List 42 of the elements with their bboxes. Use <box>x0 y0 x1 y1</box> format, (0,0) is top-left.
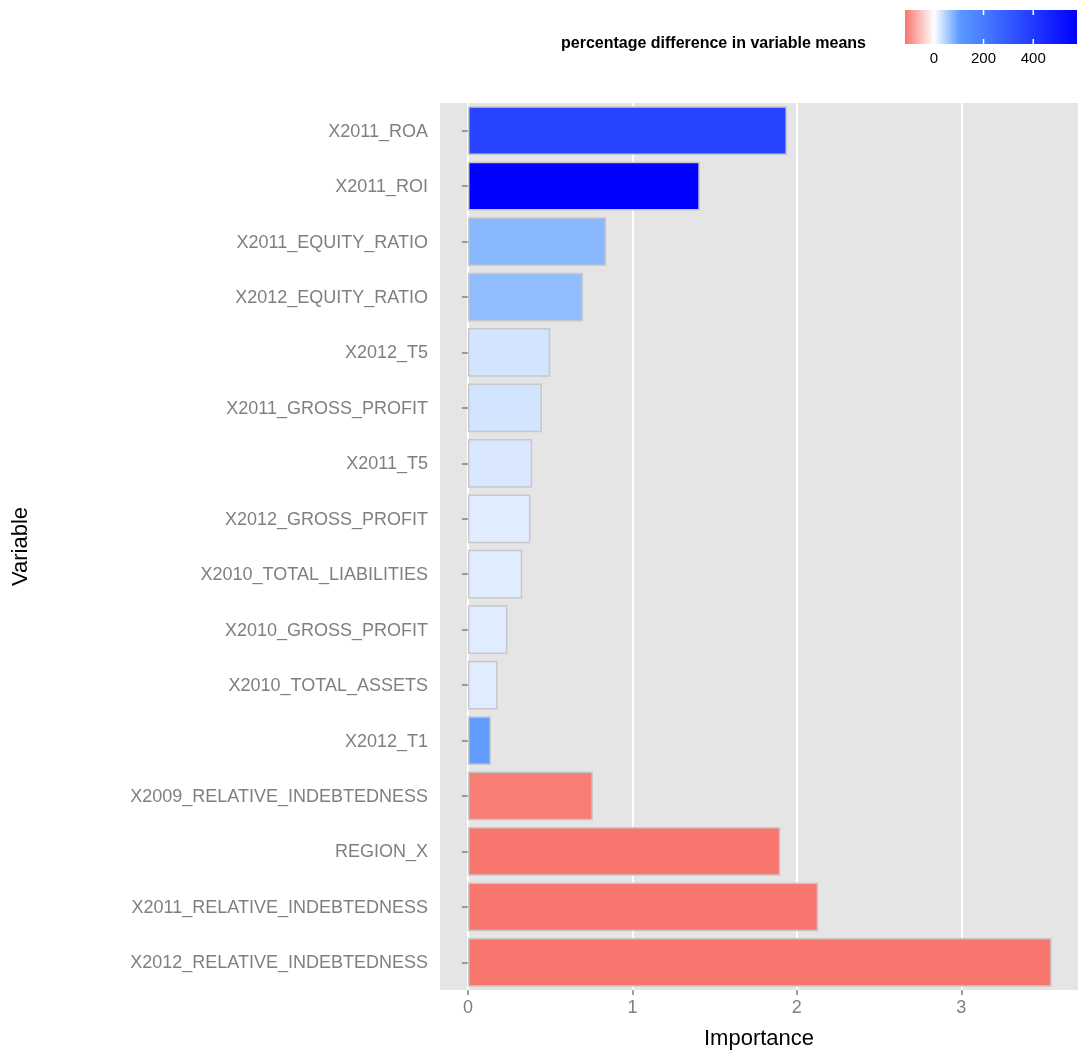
y-tick-label: X2012_GROSS_PROFIT <box>224 508 428 530</box>
bar <box>467 106 787 156</box>
color-bar-label: 0 <box>929 49 938 66</box>
y-axis-title: Variable <box>6 506 32 587</box>
bar <box>467 716 491 765</box>
bar <box>467 494 531 544</box>
x-axis-title: Importance <box>703 1024 815 1050</box>
bar <box>467 549 523 599</box>
x-tick-label: 2 <box>791 997 802 1017</box>
bar <box>467 438 533 488</box>
bar <box>467 605 508 655</box>
bar <box>467 272 584 322</box>
bar <box>467 827 781 876</box>
bar <box>467 161 700 211</box>
y-tick-label: X2011_EQUITY_RATIO <box>236 231 428 253</box>
y-tick-label: X2011_RELATIVE_INDEBTEDNESS <box>131 896 428 918</box>
y-tick-label: X2012_EQUITY_RATIO <box>235 287 428 309</box>
y-tick-label: X2012_T1 <box>344 730 428 752</box>
color-bar-label: 200 <box>971 49 997 66</box>
y-tick-label: X2010_TOTAL_LIABILITIES <box>200 564 428 586</box>
y-tick-label: X2012_RELATIVE_INDEBTEDNESS <box>130 952 428 974</box>
bar <box>467 383 542 433</box>
x-tick-label: 0 <box>462 997 473 1017</box>
y-tick-label: X2011_GROSS_PROFIT <box>226 397 428 419</box>
color-bar-title: percentage difference in variable means <box>560 33 867 51</box>
y-tick-label: X2011_ROI <box>335 176 428 198</box>
bar <box>467 771 593 821</box>
y-tick-label: X2010_GROSS_PROFIT <box>224 619 428 641</box>
color-bar-label: 400 <box>1020 49 1046 66</box>
bar <box>467 660 498 710</box>
y-tick-label: X2009_RELATIVE_INDEBTEDNESS <box>130 785 428 807</box>
bar <box>467 217 607 266</box>
bar <box>467 937 1052 987</box>
x-tick-label: 3 <box>956 997 967 1017</box>
x-tick-label: 1 <box>627 997 638 1017</box>
y-tick-label: X2010_TOTAL_ASSETS <box>228 675 428 697</box>
y-tick-label: X2011_T5 <box>346 453 428 475</box>
y-tick-label: REGION_X <box>334 841 428 863</box>
y-tick-label: X2012_T5 <box>344 342 428 364</box>
bar <box>467 328 551 377</box>
y-tick-label: X2011_ROA <box>328 120 428 142</box>
bar <box>467 882 819 932</box>
